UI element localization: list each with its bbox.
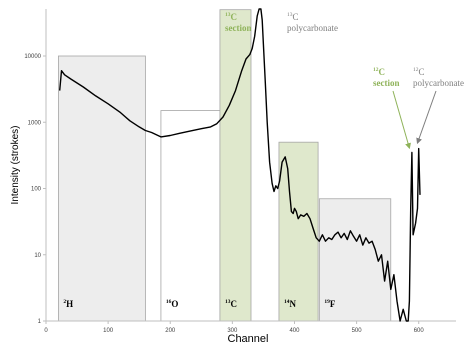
x-tick-label: 100 — [103, 328, 114, 334]
arrow-12c-polycarbonate — [416, 90, 437, 145]
region-o — [160, 110, 221, 322]
x-tick-label: 300 — [227, 328, 238, 334]
annotation-isotope: 13C — [225, 12, 237, 22]
region-n — [278, 141, 319, 322]
y-tick-label: 1 — [38, 319, 42, 325]
annotation-text: section — [373, 78, 400, 88]
annotations: 13Csection13Cpolycarbonate12Csection12Cp… — [225, 12, 464, 150]
plot-area — [59, 8, 421, 322]
region-label-f: 19F — [324, 299, 336, 309]
y-tick-label: 10 — [34, 253, 41, 259]
y-tick-label: 100 — [31, 187, 42, 193]
x-tick-label: 400 — [289, 328, 300, 334]
y-tick-label: 1000 — [28, 120, 42, 126]
x-tick-label: 0 — [44, 328, 48, 334]
x-tick-label: 500 — [352, 328, 363, 334]
annotation-text: polycarbonate — [413, 78, 464, 88]
x-tick-label: 200 — [165, 328, 176, 334]
region-label-o: 16O — [166, 299, 179, 309]
region-label-h: 2H — [63, 299, 73, 309]
y-axis-label: Intensity (strokes) — [10, 126, 21, 205]
y-tick-label: 10000 — [24, 54, 41, 60]
series-line-0 — [59, 8, 421, 322]
region-label-n: 14N — [284, 299, 297, 309]
annotation-isotope: 12C — [413, 67, 425, 77]
region-label-c: 13C — [225, 299, 237, 309]
annotation-isotope: 12C — [373, 67, 385, 77]
annotation-text: section — [225, 23, 252, 33]
annotation-text: polycarbonate — [287, 23, 338, 33]
region-labels: 2H 16O 13C 14N 19F — [63, 299, 335, 309]
x-axis-label: Channel — [228, 333, 269, 345]
region-c — [219, 9, 252, 322]
region-h — [58, 55, 146, 322]
annotation-isotope: 13C — [287, 12, 299, 22]
element-regions — [58, 9, 392, 322]
axes: 0 100 200 300 400 500 600 1 10 100 1000 10000 — [24, 9, 456, 334]
arrow-12c-section — [392, 90, 411, 150]
x-tick-label: 600 — [414, 328, 425, 334]
